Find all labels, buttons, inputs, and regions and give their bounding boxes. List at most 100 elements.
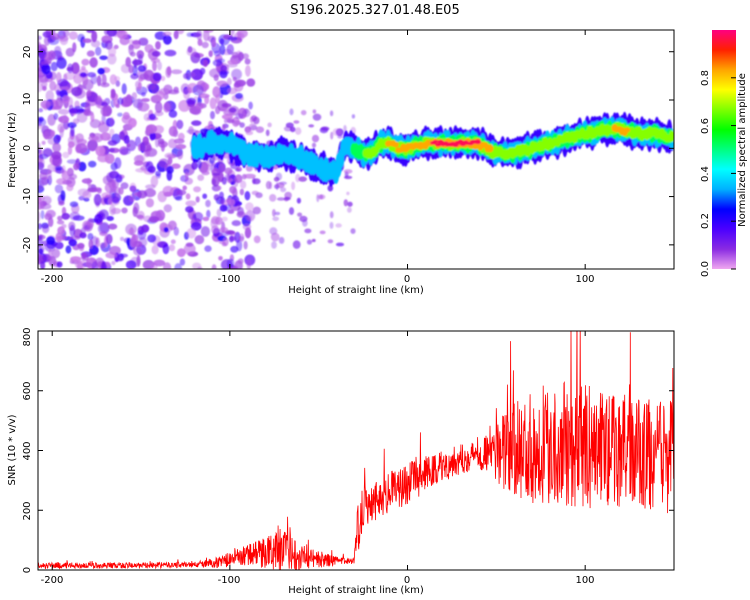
spectrogram-noise-blob	[222, 103, 232, 108]
spectrogram-noise-blob	[272, 209, 276, 217]
spectrogram-noise-blob	[40, 210, 45, 220]
spectrogram-noise-blob	[117, 112, 123, 117]
spectrogram-noise-blob	[213, 50, 221, 57]
spectrogram-noise-blob	[296, 197, 301, 204]
spectrogram-noise-blob	[138, 37, 149, 46]
spectrogram-noise-blob	[238, 236, 244, 241]
spectrogram-noise-blob	[67, 63, 74, 74]
snr-xlabel: Height of straight line (km)	[288, 585, 424, 596]
spectrogram-noise-blob	[79, 245, 84, 252]
spectrogram-noise-blob	[163, 102, 171, 113]
spectrogram-noise-blob	[99, 222, 110, 234]
spectrogram-noise-blob	[231, 116, 240, 127]
spectrogram-noise-blob	[175, 196, 183, 201]
spectrogram-noise-blob	[41, 63, 51, 75]
spectrogram-noise-blob	[188, 125, 194, 135]
spectrogram-noise-blob	[39, 172, 48, 181]
spectrogram-noise-blob	[245, 202, 254, 212]
spectrogram-noise-blob	[343, 199, 348, 207]
spectrogram-noise-blob	[38, 248, 44, 255]
spectrogram-noise-blob	[191, 161, 198, 170]
spectrogram-noise-blob	[42, 31, 52, 38]
spectrogram-noise-blob	[215, 105, 221, 115]
spectrogram-noise-blob	[196, 83, 207, 95]
spectrogram-noise-blob	[183, 168, 190, 174]
spectrogram-noise-blob	[197, 266, 203, 269]
spectrogram-noise-blob	[66, 159, 78, 165]
spectrogram-noise-blob	[168, 89, 180, 95]
spectrogram-noise-blob	[38, 161, 45, 171]
spectrogram-noise-blob	[120, 148, 131, 155]
spectrogram-noise-blob	[93, 193, 102, 206]
colorbar-tick-label: 0.0	[700, 261, 711, 277]
spectrogram-noise-blob	[61, 212, 70, 220]
spectrogram-noise-blob	[183, 88, 191, 100]
spectrogram-noise-blob	[177, 248, 186, 258]
spectrogram-noise-blob	[185, 242, 194, 247]
spectrogram-noise-blob	[230, 181, 235, 186]
spectrogram-noise-blob	[239, 188, 245, 196]
spectrogram-noise-blob	[160, 75, 166, 82]
spectrogram-noise-blob	[235, 113, 244, 120]
spectrogram-noise-blob	[126, 238, 131, 246]
spectrogram-noise-blob	[128, 117, 137, 128]
spectrogram-noise-blob	[226, 258, 235, 269]
spectrogram-noise-blob	[173, 226, 179, 236]
spectrogram-noise-blob	[291, 181, 296, 191]
spectrogram-noise-blob	[45, 90, 55, 102]
spectrogram-noise-blob	[56, 72, 62, 83]
spectrogram-noise-blob	[278, 236, 285, 244]
colorbar-label: Normalized spectral amplitude	[737, 73, 748, 227]
spectrogram-noise-blob	[68, 108, 80, 114]
spectrogram-noise-blob	[129, 193, 136, 203]
spectrogram-ridge-cell	[432, 139, 439, 143]
spectrogram-noise-blob	[82, 38, 92, 43]
spectrogram-noise-blob	[91, 30, 98, 43]
spectrogram-noise-blob	[190, 221, 202, 231]
spectrogram-noise-blob	[319, 230, 326, 235]
spectrogram-xtick-label: 100	[575, 274, 594, 285]
spectrogram-noise-blob	[211, 264, 217, 269]
spectrogram-noise-blob	[227, 209, 235, 214]
spectrogram-noise-blob	[53, 45, 62, 57]
spectrogram-noise-blob	[219, 38, 225, 45]
spectrogram-noise-blob	[233, 82, 241, 88]
spectrogram-noise-blob	[300, 110, 307, 116]
spectrogram-ridge-cell	[487, 144, 494, 153]
spectrogram-noise-blob	[185, 200, 197, 207]
spectrogram-ytick-label: -10	[22, 188, 33, 204]
spectrogram-noise-blob	[229, 235, 234, 243]
spectrogram-noise-blob	[71, 62, 80, 75]
snr-ytick-label: 800	[22, 327, 33, 346]
spectrogram-noise-blob	[68, 239, 77, 247]
spectrogram-noise-blob	[212, 86, 221, 98]
spectrogram-noise-blob	[156, 90, 165, 100]
snr-background	[38, 331, 674, 570]
spectrogram-noise-blob	[86, 50, 95, 57]
spectrogram-noise-blob	[145, 198, 154, 208]
spectrogram-noise-blob	[228, 199, 236, 206]
spectrogram-noise-blob	[47, 137, 59, 145]
spectrogram-noise-blob	[179, 258, 186, 266]
spectrogram-noise-blob	[280, 187, 287, 193]
spectrogram-noise-blob	[144, 44, 154, 53]
spectrogram-noise-blob	[244, 108, 249, 114]
spectrogram-noise-blob	[153, 259, 166, 267]
spectrogram-noise-blob	[216, 80, 228, 87]
spectrogram-noise-blob	[107, 197, 114, 206]
spectrogram-noise-blob	[42, 148, 53, 157]
spectrogram-noise-blob	[195, 102, 204, 110]
spectrogram-noise-blob	[108, 223, 118, 230]
spectrogram-noise-blob	[99, 55, 108, 61]
spectrogram-noise-blob	[222, 237, 229, 247]
spectrogram-noise-blob	[243, 240, 248, 250]
spectrogram-noise-blob	[109, 116, 114, 127]
spectrogram-noise-blob	[175, 144, 187, 150]
spectrogram-noise-blob	[122, 112, 130, 120]
spectrogram-noise-blob	[89, 57, 98, 68]
spectrogram-noise-blob	[48, 248, 53, 261]
spectrogram-noise-blob	[329, 221, 334, 229]
spectrogram-noise-blob	[343, 175, 353, 180]
spectrogram-noise-blob	[248, 101, 253, 110]
